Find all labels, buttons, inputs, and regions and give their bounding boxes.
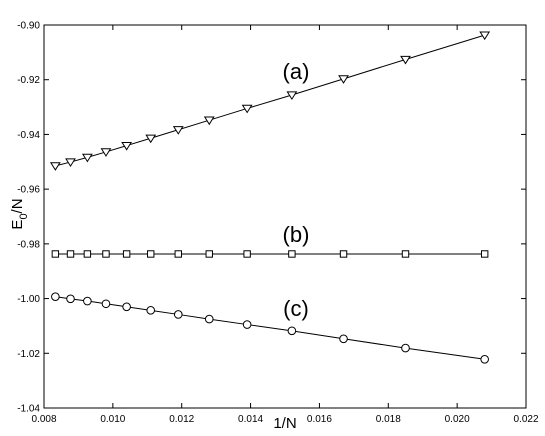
data-point-triangle [400,55,411,65]
data-point-circle [480,355,489,364]
series-label: (b) [283,222,310,247]
y-tick-label: -0.90 [17,21,40,32]
x-tick-label: 0.012 [169,414,194,425]
data-point-square [401,250,410,258]
data-point-square [122,250,131,258]
data-point-square [243,250,251,258]
x-tick-label: 0.020 [445,414,470,425]
plot-frame [43,24,527,409]
data-point-triangle [145,134,157,144]
data-point-triangle [81,153,93,163]
x-tick-label: 0.010 [100,414,125,425]
data-point-square [147,250,155,258]
y-tick-label: -0.96 [17,185,40,196]
data-point-square [205,250,213,258]
x-axis-label: 1/N [273,415,296,432]
x-axis-ticks: 0.008 0.010 0.012 0.014 0.016 0.018 0.020 0.022 [31,25,539,425]
data-point-triangle [49,162,61,171]
x-tick-label: 0.016 [307,414,332,425]
data-point-circle [122,302,131,312]
series-2 [51,250,489,258]
y-axis-label: E0/N [9,198,30,229]
data-point-square [339,250,348,258]
data-point-circle [242,320,252,329]
x-tick-label: 0.022 [513,414,538,425]
series-line [55,296,485,360]
data-point-triangle [241,104,253,114]
data-point-circle [66,294,75,304]
data-point-square [66,250,75,258]
data-point-square [288,250,296,258]
x-tick-label: 0.008 [31,414,56,425]
y-axis-label-main: E [9,220,26,230]
series-line [55,34,485,167]
data-point-triangle [203,116,215,126]
data-point-triangle [286,91,298,101]
data-point-circle [146,306,156,315]
data-point-square [83,250,92,258]
y-axis-ticks: -0.90 -0.92 -0.94 -0.96 -0.98 -1.00 -1.02 -1.04 [17,21,526,415]
series-layer [49,31,491,364]
data-point-square [102,250,110,258]
data-point-circle [83,296,92,306]
data-point-square [51,250,60,258]
series-label: (a) [283,59,310,84]
x-tick-label: 0.014 [238,414,263,425]
data-point-circle [339,334,348,344]
series-annotations: (a) (b) (c) [283,59,310,321]
data-point-circle [101,299,111,309]
y-tick-label: -1.00 [17,294,40,305]
y-tick-label: -1.04 [17,404,40,415]
data-point-triangle [100,148,112,157]
y-tick-label: -0.92 [17,75,40,86]
data-point-circle [401,343,410,353]
series-3 [51,292,489,364]
data-point-circle [173,310,183,319]
data-point-triangle [479,31,491,41]
data-point-triangle [121,141,133,151]
y-tick-label: -0.98 [17,239,40,250]
y-tick-label: -0.94 [17,130,40,141]
data-point-triangle [65,158,76,168]
x-tick-label: 0.018 [376,414,401,425]
series-label: (c) [283,296,309,321]
data-point-square [174,250,182,258]
y-tick-label: -1.02 [17,349,40,360]
data-point-circle [204,314,214,324]
y-axis-label-tail: /N [9,198,26,213]
data-point-triangle [338,75,349,84]
series-1 [49,31,491,171]
y-axis-label-sub: 0 [18,213,30,219]
data-point-triangle [172,126,184,135]
data-point-square [480,250,489,258]
data-point-circle [287,326,297,336]
data-point-circle [51,292,60,301]
